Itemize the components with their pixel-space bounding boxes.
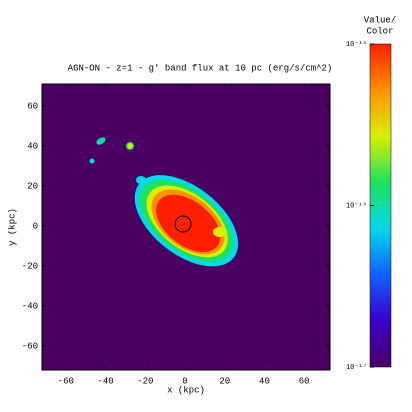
y-tick-label: 0 <box>33 221 38 231</box>
y-tick-label: -40 <box>22 301 38 311</box>
x-tick-label: 40 <box>259 376 270 386</box>
x-tick-label: -60 <box>58 376 74 386</box>
colorbar-tick-label: 10⁻¹⁵ <box>346 41 367 49</box>
y-axis-label: y (kpc) <box>7 208 17 246</box>
chart-title: AGN-ON - z=1 - g' band flux at 10 pc (er… <box>68 63 333 73</box>
y-tick-label: 60 <box>27 101 38 111</box>
y-tick-label: 20 <box>27 181 38 191</box>
image-features <box>89 137 239 267</box>
y-tick-label: -60 <box>22 341 38 351</box>
colorbar-tick-label: 10⁻¹⁷ <box>346 364 367 372</box>
x-axis-label: x (kpc) <box>167 385 205 395</box>
y-tick-label: -20 <box>22 261 38 271</box>
colorbar-label: Value/ <box>364 15 396 25</box>
x-tick-label: 20 <box>219 376 230 386</box>
x-tick-label: 60 <box>299 376 310 386</box>
x-tick-label: -40 <box>97 376 113 386</box>
colorbar-label: Color <box>366 26 393 36</box>
x-tick-label: -20 <box>137 376 153 386</box>
x-tick-label: 0 <box>182 376 187 386</box>
colorbar-tick-label: 10⁻¹⁶ <box>346 202 367 210</box>
plot-frame <box>41 83 331 371</box>
y-tick-label: 40 <box>27 141 38 151</box>
